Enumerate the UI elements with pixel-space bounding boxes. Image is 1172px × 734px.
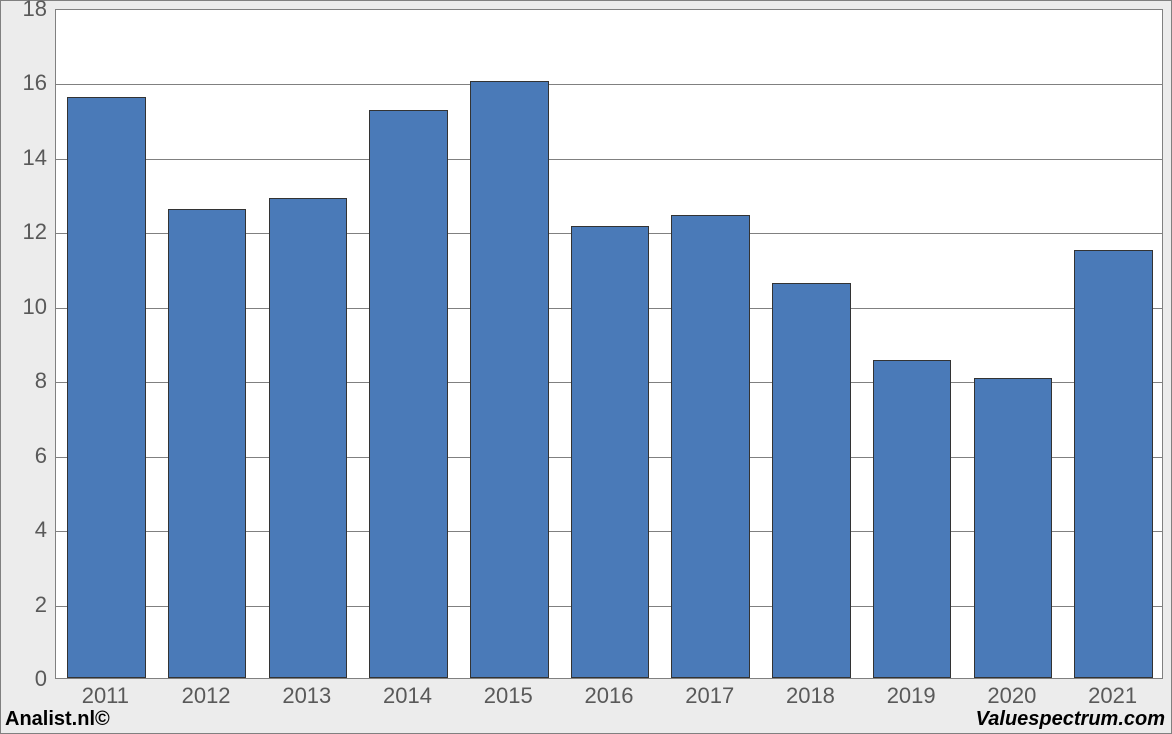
y-tick-label: 6 <box>1 443 47 469</box>
x-tick-label: 2014 <box>383 683 432 709</box>
bar <box>772 283 851 678</box>
x-tick-label: 2013 <box>282 683 331 709</box>
y-tick-label: 18 <box>1 0 47 22</box>
bar <box>168 209 247 678</box>
bar <box>1074 250 1153 678</box>
y-tick-label: 2 <box>1 592 47 618</box>
chart-container: 0 2 4 6 8 10 12 14 16 18 2011 2012 2013 2014 2015 2016… <box>0 0 1172 734</box>
x-tick-label: 2015 <box>484 683 533 709</box>
x-tick-label: 2011 <box>82 683 129 709</box>
bar <box>571 226 650 678</box>
y-tick-label: 8 <box>1 368 47 394</box>
plot-area <box>55 9 1163 679</box>
y-tick-label: 16 <box>1 70 47 96</box>
bar <box>873 360 952 678</box>
x-tick-label: 2012 <box>182 683 231 709</box>
y-tick-label: 10 <box>1 294 47 320</box>
gridline-h <box>56 159 1162 160</box>
y-tick-label: 0 <box>1 666 47 692</box>
bar <box>269 198 348 678</box>
x-tick-label: 2019 <box>887 683 936 709</box>
footer-left-credit: Analist.nl© <box>5 708 110 731</box>
bar <box>671 215 750 678</box>
bar <box>369 110 448 678</box>
bar <box>67 97 146 678</box>
y-tick-label: 12 <box>1 219 47 245</box>
footer-right-credit: Valuespectrum.com <box>976 708 1165 731</box>
x-tick-label: 2017 <box>685 683 734 709</box>
gridline-h <box>56 84 1162 85</box>
x-tick-label: 2020 <box>987 683 1036 709</box>
x-tick-label: 2018 <box>786 683 835 709</box>
bar <box>470 81 549 678</box>
y-tick-label: 14 <box>1 145 47 171</box>
x-tick-label: 2016 <box>585 683 634 709</box>
y-tick-label: 4 <box>1 517 47 543</box>
bar <box>974 378 1053 678</box>
x-tick-label: 2021 <box>1088 683 1137 709</box>
